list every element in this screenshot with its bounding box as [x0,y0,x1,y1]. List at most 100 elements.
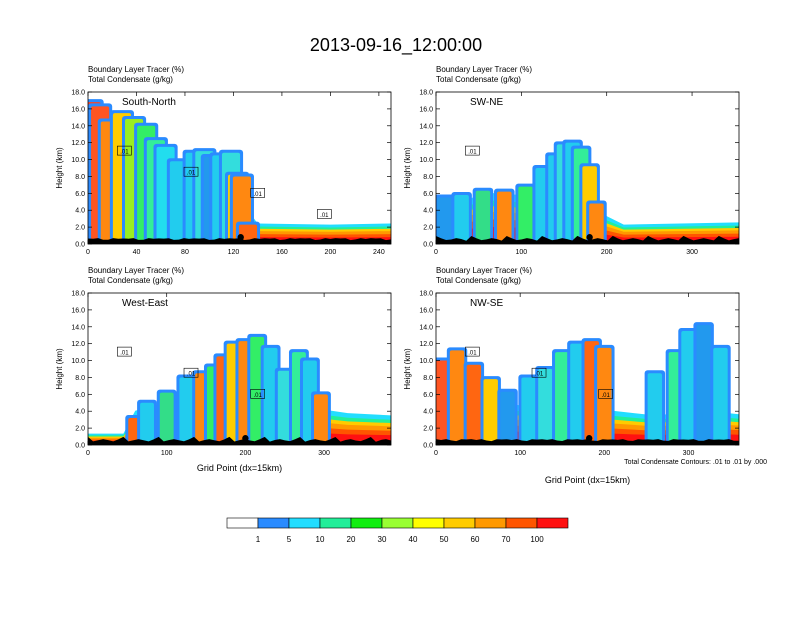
panel-title: SW-NE [470,97,503,108]
y-tick-label: 8.0 [75,174,85,181]
colorbar-label: 70 [502,535,511,544]
x-tick-label: 240 [373,249,385,256]
contour-label-box [250,188,265,198]
field-label: Boundary Layer Tracer (%) [88,65,184,74]
tracer-column [263,347,278,445]
y-tick-label: 18.0 [71,90,85,97]
x-tick-label: 300 [318,450,330,457]
x-tick-label: 200 [240,450,252,457]
x-tick-label: 200 [601,249,613,256]
contour-label-box [465,145,480,156]
y-tick-label: 0.0 [75,242,85,249]
y-tick-label: 12.0 [71,341,85,348]
y-tick-label: 14.0 [71,123,85,130]
y-tick-label: 0.0 [75,443,85,450]
tracer-column [314,394,328,445]
colorbar-label: 20 [347,535,356,544]
contour-footnote: Total Condensate Contours: .01 to .01 by… [624,459,767,466]
tracer-column [179,377,194,445]
tracer-column [454,195,469,244]
contour-label: .01 [120,351,129,357]
contour-label: .01 [602,393,611,399]
y-tick-label: 2.0 [423,225,433,232]
y-tick-label: 8.0 [423,174,433,181]
contour-label: .01 [535,372,544,378]
x-tick-label: 100 [514,450,526,457]
y-tick-label: 4.0 [423,409,433,416]
tracer-column [555,352,570,445]
contour-label: .01 [320,213,329,219]
x-tick-label: 300 [686,249,698,256]
x-tick-label: 200 [598,450,610,457]
colorbar-swatch [381,517,414,529]
tracer-column [277,370,292,445]
tracer-column [647,373,663,445]
y-tick-label: 10.0 [71,358,85,365]
y-tick-label: 8.0 [75,375,85,382]
x-tick-label: 200 [325,249,337,256]
colorbar-swatch [288,517,321,529]
tracer-column [497,191,512,244]
contour-label: .01 [120,150,129,156]
colorbar-label: 60 [471,535,480,544]
contour-label-box [317,209,332,219]
y-tick-label: 8.0 [423,375,433,382]
tracer-column [483,379,498,445]
tracer-column [436,360,450,445]
field-label: Boundary Layer Tracer (%) [436,266,532,275]
tracer-column [696,325,711,445]
plot-area: .01 .01 .01 .01 [88,99,391,244]
colorbar-label: 10 [316,535,325,544]
contour-label-box [183,367,199,378]
tracer-column [521,377,536,445]
y-tick-label: 12.0 [419,341,433,348]
x-tick-label: 160 [276,249,288,256]
plot-area: .01 [436,139,739,244]
y-tick-label: 2.0 [75,426,85,433]
contour-label-box [531,367,547,378]
y-tick-label: 10.0 [419,358,433,365]
x-tick-label: 300 [683,450,695,457]
colorbar-label: 100 [530,535,544,544]
tracer-column [449,350,465,445]
y-tick-label: 6.0 [423,191,433,198]
contour-label-box [250,389,265,399]
panel-west-east: Boundary Layer Tracer (%)Total Condensat… [55,266,392,473]
panel-title: South-North [122,97,176,108]
colorbar-legend: 1 5 10 20 30 40 50 60 70 100 [226,517,569,544]
station-marker [242,435,249,442]
y-tick-label: 18.0 [419,90,433,97]
y-axis-label: Height (km) [55,147,64,189]
terrain [88,436,391,445]
plot-area: .01 .01 .01 [436,322,739,445]
tracer-column [538,369,553,445]
field-label: Boundary Layer Tracer (%) [436,65,532,74]
terrain [88,238,391,244]
contour-label: .01 [187,372,196,378]
y-tick-label: 6.0 [75,191,85,198]
panel-nw-se: Boundary Layer Tracer (%)Total Condensat… [403,266,740,485]
contour-label-box [598,389,613,399]
y-tick-label: 12.0 [71,140,85,147]
colorbar-swatch [412,517,445,529]
plot-frame [87,292,392,446]
y-tick-label: 6.0 [75,392,85,399]
station-marker [586,234,593,241]
field-label: Total Condensate (g/kg) [436,276,521,285]
field-label: Boundary Layer Tracer (%) [88,266,184,275]
tracer-column [466,364,482,445]
contour-label-box [117,346,132,357]
tracer-column [681,331,696,445]
y-tick-label: 18.0 [71,291,85,298]
colorbar-label: 1 [256,535,261,544]
tracer-column [713,347,728,445]
y-axis-label: Height (km) [403,147,412,189]
y-tick-label: 10.0 [419,157,433,164]
panel-south-north: Boundary Layer Tracer (%)Total Condensat… [55,65,392,256]
y-tick-label: 6.0 [423,392,433,399]
contour-label: .01 [187,171,196,177]
y-tick-label: 14.0 [419,123,433,130]
x-tick-label: 100 [161,450,173,457]
tracer-column [475,190,491,244]
y-tick-label: 16.0 [419,106,433,113]
